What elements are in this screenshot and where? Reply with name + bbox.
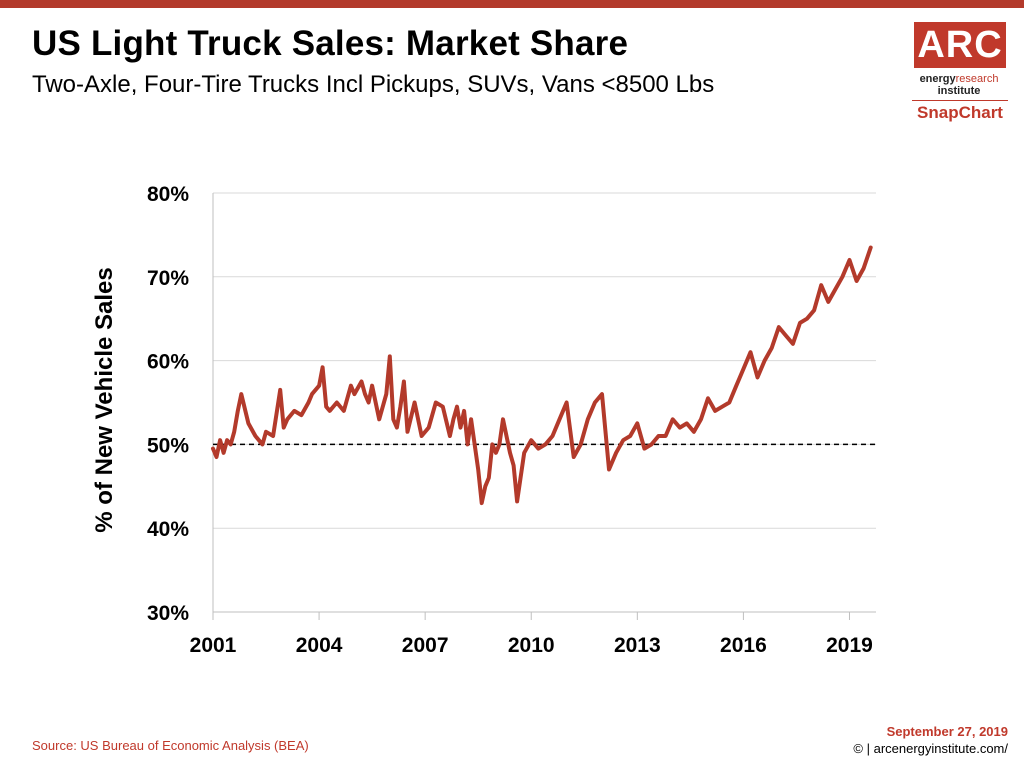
logo-mark: ARC — [914, 22, 1006, 68]
y-tick-label: 60% — [147, 351, 189, 374]
y-tick-label: 40% — [147, 518, 189, 541]
y-tick-label: 30% — [147, 602, 189, 625]
axes — [212, 193, 876, 620]
logo-line-1: energyresearch — [919, 73, 999, 85]
x-tick-labels: 2001 2004 2007 2010 2013 2016 2019 — [190, 634, 873, 657]
source-note: Source: US Bureau of Economic Analysis (… — [32, 738, 309, 753]
logo-snapchart: SnapChart — [912, 100, 1008, 123]
gridlines — [213, 192, 876, 529]
page-title: US Light Truck Sales: Market Share — [32, 24, 629, 63]
copyright-link[interactable]: © | arcenergyinstitute.com/ — [853, 741, 1008, 756]
x-tick-label: 2013 — [614, 634, 661, 657]
y-tick-label: 80% — [147, 183, 189, 206]
x-tick-label: 2019 — [826, 634, 873, 657]
y-tick-label: 50% — [147, 434, 189, 457]
y-axis-label: % of New Vehicle Sales — [91, 267, 118, 532]
page-subtitle: Two-Axle, Four-Tire Trucks Incl Pickups,… — [32, 71, 715, 98]
y-tick-labels: 30% 40% 50% 60% 70% 80% — [147, 183, 189, 625]
publish-date: September 27, 2019 — [886, 724, 1008, 739]
x-tick-label: 2007 — [402, 634, 449, 657]
y-tick-label: 70% — [147, 267, 189, 290]
series-group — [211, 245, 873, 506]
x-tick-label: 2016 — [720, 634, 767, 657]
x-tick-label: 2010 — [508, 634, 555, 657]
arc-logo: ARC energyresearch institute SnapChart — [904, 22, 1014, 132]
top-accent-bar — [0, 0, 1024, 8]
light-truck-share-line — [211, 245, 873, 506]
logo-line-2: institute — [937, 85, 981, 97]
x-tick-label: 2004 — [296, 634, 343, 657]
x-tick-label: 2001 — [190, 634, 237, 657]
